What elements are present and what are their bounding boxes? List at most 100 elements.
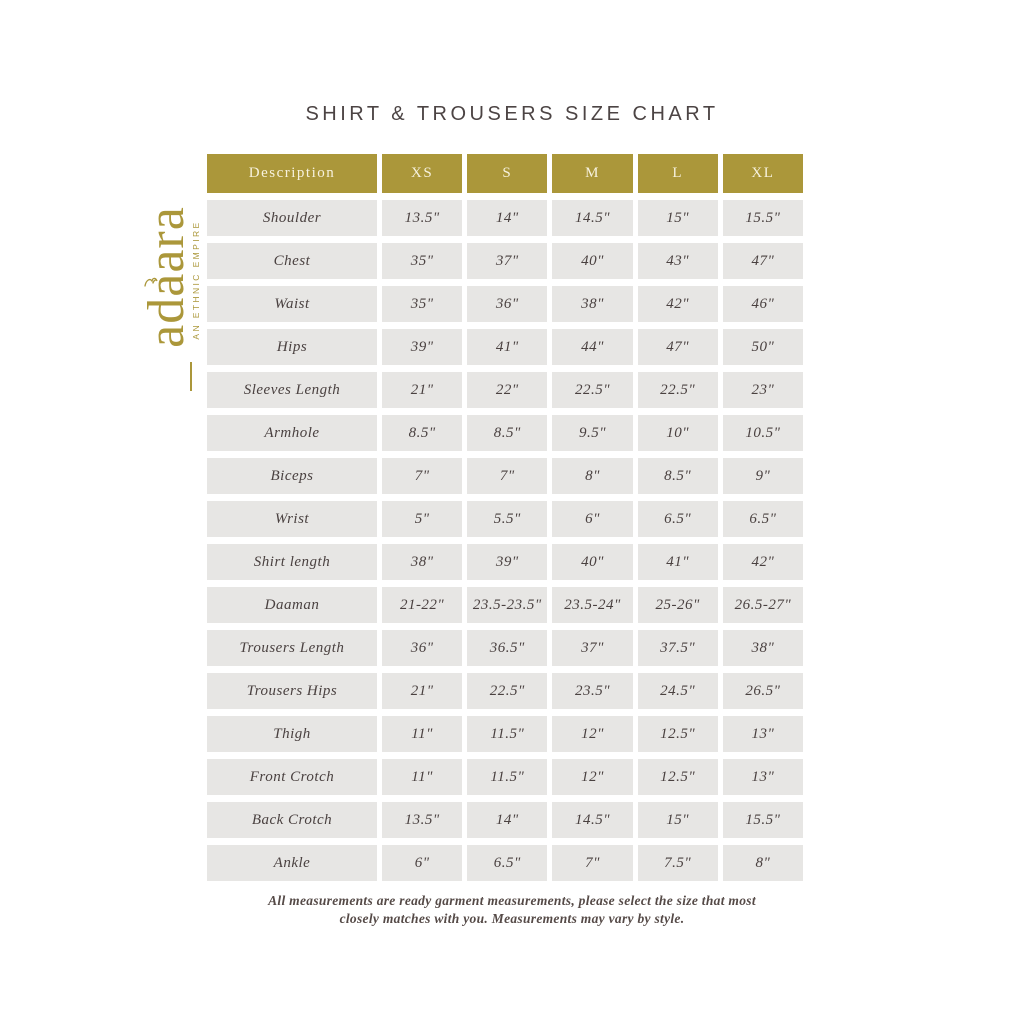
size-value-cell: 6" [382, 845, 463, 881]
size-value-cell: 5" [382, 501, 463, 537]
row-label: Hips [207, 329, 377, 365]
size-value-cell: 8.5" [637, 458, 718, 494]
size-value-cell: 12" [552, 716, 633, 752]
size-value-cell: 11.5" [467, 716, 548, 752]
size-value-cell: 22" [467, 372, 548, 408]
size-value-cell: 41" [467, 329, 548, 365]
size-value-cell: 8.5" [382, 415, 463, 451]
size-value-cell: 13" [722, 759, 803, 795]
row-label: Biceps [207, 458, 377, 494]
row-label: Daaman [207, 587, 377, 623]
size-value-cell: 47" [722, 243, 803, 279]
row-label: Armhole [207, 415, 377, 451]
size-value-cell: 38" [722, 630, 803, 666]
tagline-rule [190, 362, 192, 391]
size-value-cell: 25-26" [637, 587, 718, 623]
size-value-cell: 36" [382, 630, 463, 666]
size-value-cell: 40" [552, 544, 633, 580]
size-value-cell: 21" [382, 673, 463, 709]
size-value-cell: 14.5" [552, 200, 633, 236]
size-value-cell: 12.5" [637, 759, 718, 795]
row-label: Waist [207, 286, 377, 322]
size-value-cell: 22.5" [467, 673, 548, 709]
brand-tagline: AN ETHNIC EMPIRE [191, 220, 201, 340]
size-value-cell: 41" [637, 544, 718, 580]
size-value-cell: 12" [552, 759, 633, 795]
size-value-cell: 46" [722, 286, 803, 322]
swirl-icon [144, 277, 158, 287]
column-header-xs: XS [382, 154, 463, 193]
size-value-cell: 38" [382, 544, 463, 580]
size-value-cell: 42" [722, 544, 803, 580]
size-value-cell: 10.5" [722, 415, 803, 451]
size-value-cell: 22.5" [552, 372, 633, 408]
size-value-cell: 5.5" [467, 501, 548, 537]
footnote: All measurements are ready garment measu… [0, 892, 1024, 928]
size-value-cell: 15" [637, 802, 718, 838]
size-value-cell: 43" [637, 243, 718, 279]
size-value-cell: 37" [552, 630, 633, 666]
row-label: Wrist [207, 501, 377, 537]
size-value-cell: 22.5" [637, 372, 718, 408]
row-label: Sleeves Length [207, 372, 377, 408]
size-value-cell: 11" [382, 759, 463, 795]
size-value-cell: 24.5" [637, 673, 718, 709]
size-value-cell: 12.5" [637, 716, 718, 752]
size-value-cell: 26.5-27" [722, 587, 803, 623]
row-label: Trousers Hips [207, 673, 377, 709]
size-value-cell: 7" [552, 845, 633, 881]
page-title: SHIRT & TROUSERS SIZE CHART [305, 103, 719, 125]
column-header-l: L [637, 154, 718, 193]
size-value-cell: 38" [552, 286, 633, 322]
brand-logo: adaara AN ETHNIC EMPIRE [138, 178, 204, 398]
column-header-s: S [467, 154, 548, 193]
size-value-cell: 8.5" [467, 415, 548, 451]
size-value-cell: 21" [382, 372, 463, 408]
size-value-cell: 50" [722, 329, 803, 365]
size-value-cell: 15.5" [722, 802, 803, 838]
size-value-cell: 39" [382, 329, 463, 365]
row-label: Shoulder [207, 200, 377, 236]
size-value-cell: 14.5" [552, 802, 633, 838]
row-label: Shirt length [207, 544, 377, 580]
size-value-cell: 40" [552, 243, 633, 279]
size-value-cell: 14" [467, 200, 548, 236]
size-value-cell: 6" [552, 501, 633, 537]
size-value-cell: 13" [722, 716, 803, 752]
row-label: Trousers Length [207, 630, 377, 666]
size-value-cell: 36.5" [467, 630, 548, 666]
size-value-cell: 13.5" [382, 200, 463, 236]
footnote-line-1: All measurements are ready garment measu… [268, 893, 756, 908]
size-value-cell: 11" [382, 716, 463, 752]
size-value-cell: 23.5" [552, 673, 633, 709]
size-value-cell: 23.5-24" [552, 587, 633, 623]
size-value-cell: 23" [722, 372, 803, 408]
size-value-cell: 15" [637, 200, 718, 236]
size-value-cell: 35" [382, 243, 463, 279]
size-value-cell: 13.5" [382, 802, 463, 838]
column-header-description: Description [207, 154, 377, 193]
size-value-cell: 26.5" [722, 673, 803, 709]
size-value-cell: 8" [722, 845, 803, 881]
size-value-cell: 23.5-23.5" [467, 587, 548, 623]
size-table: Description XS S M L XL Shoulder 13.5" 14" 14.5" 1… [207, 154, 803, 881]
size-value-cell: 7" [382, 458, 463, 494]
column-header-xl: XL [722, 154, 803, 193]
row-label: Back Crotch [207, 802, 377, 838]
size-value-cell: 37.5" [637, 630, 718, 666]
size-value-cell: 39" [467, 544, 548, 580]
size-value-cell: 6.5" [722, 501, 803, 537]
row-label: Ankle [207, 845, 377, 881]
size-value-cell: 9" [722, 458, 803, 494]
size-value-cell: 36" [467, 286, 548, 322]
size-value-cell: 6.5" [637, 501, 718, 537]
size-value-cell: 35" [382, 286, 463, 322]
size-value-cell: 11.5" [467, 759, 548, 795]
size-value-cell: 44" [552, 329, 633, 365]
size-value-cell: 6.5" [467, 845, 548, 881]
size-value-cell: 15.5" [722, 200, 803, 236]
size-value-cell: 14" [467, 802, 548, 838]
row-label: Thigh [207, 716, 377, 752]
size-value-cell: 7" [467, 458, 548, 494]
row-label: Front Crotch [207, 759, 377, 795]
